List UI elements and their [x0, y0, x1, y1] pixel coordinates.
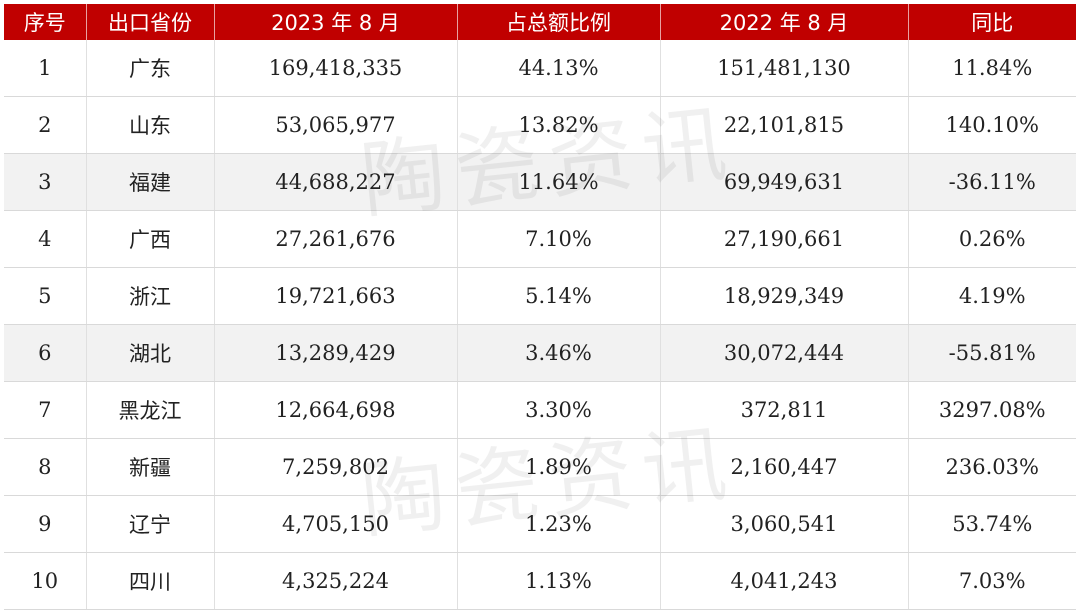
cell-share: 3.46%: [457, 324, 661, 382]
cell-province: 广西: [86, 210, 215, 268]
cell-yoy: 236.03%: [908, 438, 1076, 496]
cell-rank: 10: [4, 552, 87, 610]
cell-rank: 7: [4, 381, 87, 439]
header-aug-2022: 2022 年 8 月: [660, 4, 909, 40]
cell-yoy: 0.26%: [908, 210, 1076, 268]
cell-aug-2023: 19,721,663: [214, 267, 458, 325]
cell-aug-2023: 4,705,150: [214, 495, 458, 553]
cell-aug-2023: 53,065,977: [214, 96, 458, 154]
table-row: 1 广东 169,418,335 44.13% 151,481,130 11.8…: [4, 40, 1076, 97]
cell-aug-2023: 27,261,676: [214, 210, 458, 268]
cell-province: 黑龙江: [86, 381, 215, 439]
table-row: 3 福建 44,688,227 11.64% 69,949,631 -36.11…: [4, 153, 1076, 211]
cell-yoy: 4.19%: [908, 267, 1076, 325]
cell-aug-2022: 22,101,815: [660, 96, 909, 154]
cell-yoy: 11.84%: [908, 40, 1076, 97]
cell-province: 四川: [86, 552, 215, 610]
table-row: 9 辽宁 4,705,150 1.23% 3,060,541 53.74%: [4, 495, 1076, 553]
cell-rank: 6: [4, 324, 87, 382]
cell-rank: 3: [4, 153, 87, 211]
cell-rank: 1: [4, 40, 87, 97]
header-province: 出口省份: [86, 4, 215, 40]
cell-rank: 5: [4, 267, 87, 325]
cell-aug-2022: 2,160,447: [660, 438, 909, 496]
cell-yoy: 7.03%: [908, 552, 1076, 610]
cell-rank: 2: [4, 96, 87, 154]
table-row: 5 浙江 19,721,663 5.14% 18,929,349 4.19%: [4, 267, 1076, 325]
cell-aug-2023: 13,289,429: [214, 324, 458, 382]
cell-province: 福建: [86, 153, 215, 211]
cell-province: 浙江: [86, 267, 215, 325]
cell-aug-2022: 69,949,631: [660, 153, 909, 211]
cell-aug-2022: 4,041,243: [660, 552, 909, 610]
cell-share: 3.30%: [457, 381, 661, 439]
cell-share: 44.13%: [457, 40, 661, 97]
header-share: 占总额比例: [457, 4, 661, 40]
table-row: 6 湖北 13,289,429 3.46% 30,072,444 -55.81%: [4, 324, 1076, 382]
cell-aug-2023: 12,664,698: [214, 381, 458, 439]
cell-yoy: -36.11%: [908, 153, 1076, 211]
cell-share: 1.13%: [457, 552, 661, 610]
cell-aug-2022: 3,060,541: [660, 495, 909, 553]
cell-rank: 9: [4, 495, 87, 553]
cell-aug-2022: 27,190,661: [660, 210, 909, 268]
cell-share: 1.23%: [457, 495, 661, 553]
cell-aug-2023: 44,688,227: [214, 153, 458, 211]
cell-province: 山东: [86, 96, 215, 154]
cell-share: 13.82%: [457, 96, 661, 154]
cell-yoy: 53.74%: [908, 495, 1076, 553]
cell-yoy: 140.10%: [908, 96, 1076, 154]
cell-aug-2022: 372,811: [660, 381, 909, 439]
cell-aug-2023: 4,325,224: [214, 552, 458, 610]
cell-yoy: 3297.08%: [908, 381, 1076, 439]
cell-rank: 8: [4, 438, 87, 496]
cell-rank: 4: [4, 210, 87, 268]
table-row: 10 四川 4,325,224 1.13% 4,041,243 7.03%: [4, 552, 1076, 610]
header-rank: 序号: [4, 4, 87, 40]
export-table-container: 序号 出口省份 2023 年 8 月 占总额比例 2022 年 8 月 同比 1…: [4, 4, 1076, 610]
cell-aug-2023: 7,259,802: [214, 438, 458, 496]
table-header-row: 序号 出口省份 2023 年 8 月 占总额比例 2022 年 8 月 同比: [4, 4, 1076, 40]
cell-province: 广东: [86, 40, 215, 97]
table-row: 8 新疆 7,259,802 1.89% 2,160,447 236.03%: [4, 438, 1076, 496]
cell-aug-2022: 151,481,130: [660, 40, 909, 97]
cell-province: 新疆: [86, 438, 215, 496]
cell-aug-2022: 18,929,349: [660, 267, 909, 325]
cell-yoy: -55.81%: [908, 324, 1076, 382]
export-by-province-table: 序号 出口省份 2023 年 8 月 占总额比例 2022 年 8 月 同比 1…: [4, 4, 1076, 610]
table-row: 7 黑龙江 12,664,698 3.30% 372,811 3297.08%: [4, 381, 1076, 439]
cell-aug-2022: 30,072,444: [660, 324, 909, 382]
header-yoy: 同比: [908, 4, 1076, 40]
table-row: 2 山东 53,065,977 13.82% 22,101,815 140.10…: [4, 96, 1076, 154]
cell-province: 辽宁: [86, 495, 215, 553]
cell-aug-2023: 169,418,335: [214, 40, 458, 97]
cell-share: 11.64%: [457, 153, 661, 211]
header-aug-2023: 2023 年 8 月: [214, 4, 458, 40]
table-row: 4 广西 27,261,676 7.10% 27,190,661 0.26%: [4, 210, 1076, 268]
cell-province: 湖北: [86, 324, 215, 382]
cell-share: 1.89%: [457, 438, 661, 496]
cell-share: 7.10%: [457, 210, 661, 268]
cell-share: 5.14%: [457, 267, 661, 325]
